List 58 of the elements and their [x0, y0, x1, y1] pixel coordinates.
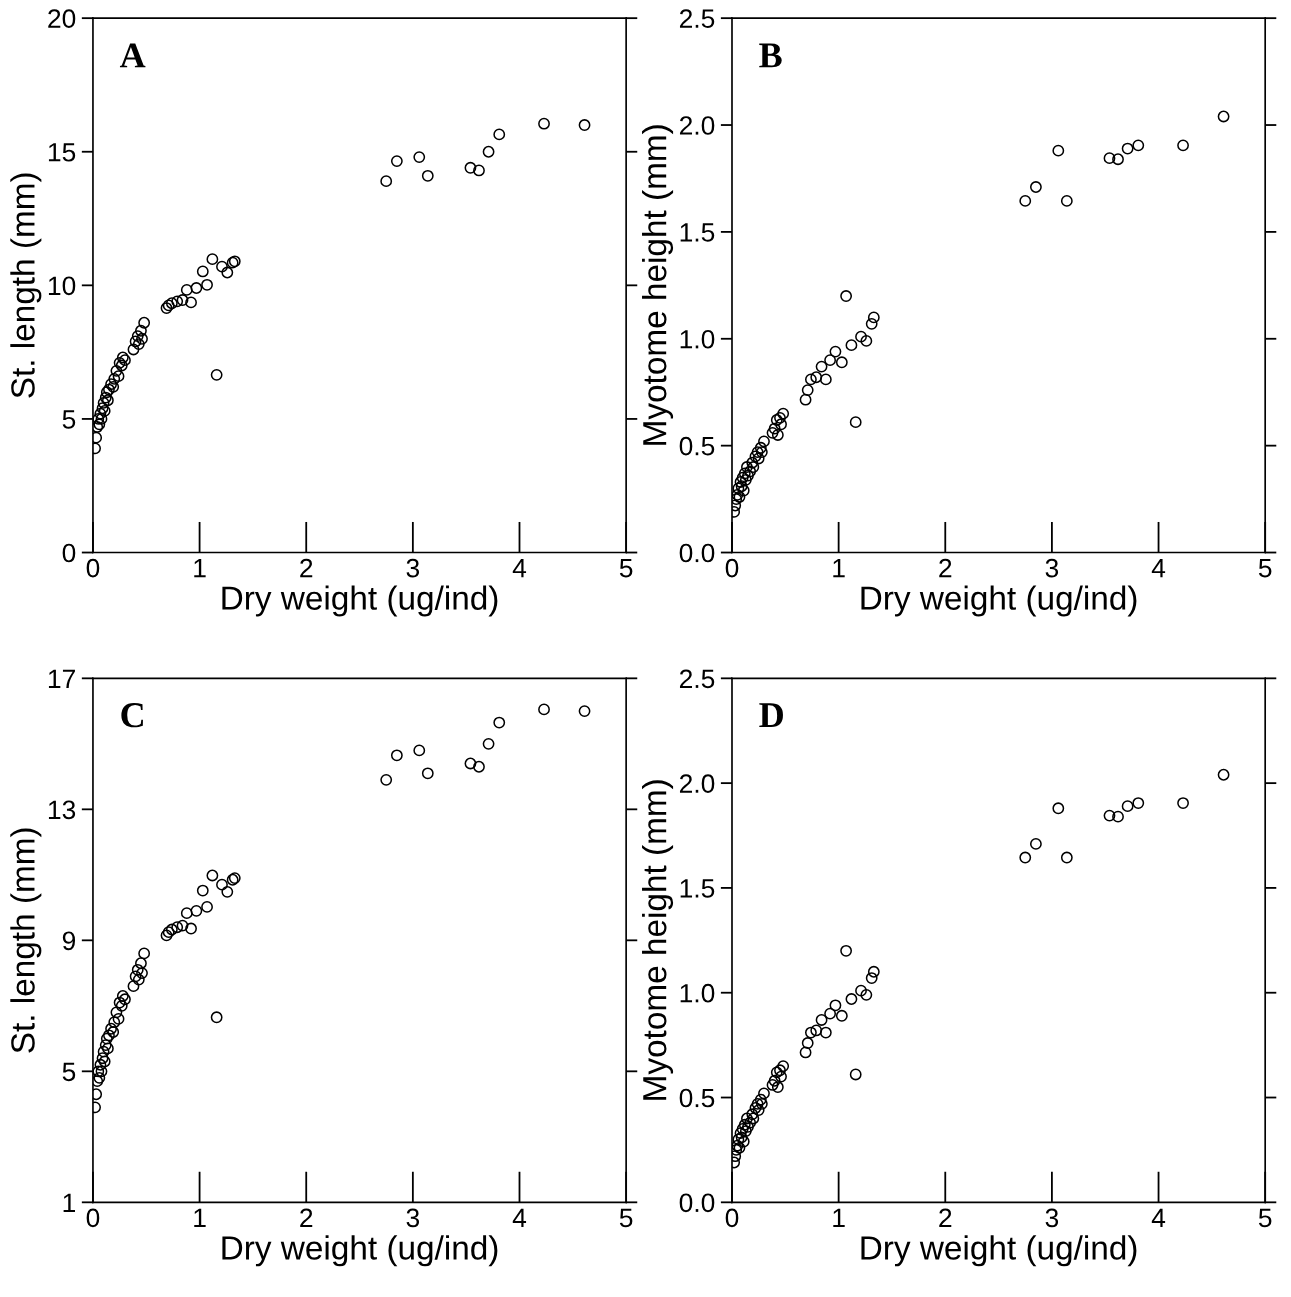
y-tick-label: 17	[48, 669, 75, 688]
y-tick-label: 13	[48, 800, 76, 820]
x-axis-title: Dry weight (ug/ind)	[861, 585, 1137, 617]
x-tick-label: 2	[939, 1208, 952, 1227]
y-tick-label: 1.0	[680, 329, 715, 349]
x-tick-label: 5	[1258, 559, 1272, 578]
y-axis-title: St. length (mm)	[10, 173, 42, 398]
x-tick-label: 4	[1151, 559, 1166, 578]
y-tick-label: 0	[62, 543, 76, 563]
x-tick-label: 3	[1045, 1208, 1059, 1228]
x-tick-label: 3	[1045, 558, 1059, 578]
y-tick-label: 15	[48, 143, 76, 162]
y-tick-label: 2.5	[679, 9, 715, 28]
y-tick-label: 1	[63, 1193, 75, 1212]
y-tick-label: 0.0	[679, 543, 715, 563]
x-tick-label: 4	[1151, 1208, 1166, 1227]
x-tick-label: 0	[86, 558, 100, 578]
y-axis-title: Myotome height (mm)	[642, 125, 674, 445]
x-tick-label: 0	[725, 1208, 739, 1228]
x-tick-label: 5	[619, 1208, 633, 1228]
y-tick-label: 1.5	[680, 223, 715, 242]
x-tick-label: 1	[194, 559, 206, 578]
x-tick-label: 2	[300, 558, 313, 578]
y-axis-title: St. length (mm)	[10, 828, 42, 1053]
x-tick-label: 1	[833, 1208, 845, 1227]
y-tick-label: 20	[48, 9, 76, 28]
x-tick-label: 2	[939, 558, 952, 578]
y-axis-title: Myotome height (mm)	[642, 780, 674, 1100]
x-tick-label: 5	[1258, 1208, 1272, 1228]
y-tick-label: 1.0	[680, 983, 715, 1003]
x-axis-title: Dry weight (ug/ind)	[861, 1235, 1137, 1267]
y-tick-label: 0.5	[679, 436, 715, 456]
y-tick-label: 2.5	[679, 669, 715, 689]
x-tick-label: 4	[512, 559, 527, 578]
y-tick-label: 0.0	[679, 1193, 715, 1213]
y-tick-label: 1.5	[680, 879, 715, 898]
x-tick-label: 0	[86, 1208, 100, 1228]
x-tick-label: 5	[619, 559, 633, 578]
x-tick-label: 3	[406, 558, 420, 578]
x-axis-title: Dry weight (ug/ind)	[222, 1235, 498, 1267]
y-tick-label: 5	[62, 410, 76, 429]
y-tick-label: 2.0	[679, 116, 715, 135]
y-tick-label: 5	[62, 1062, 76, 1082]
annotation: B	[759, 43, 782, 68]
x-axis-title: Dry weight (ug/ind)	[222, 585, 498, 617]
y-tick-label: 10	[48, 276, 76, 296]
y-tick-label: 0.5	[679, 1088, 715, 1108]
x-tick-label: 3	[406, 1208, 420, 1228]
y-tick-label: 2.0	[679, 774, 715, 793]
y-tick-label: 9	[62, 931, 76, 951]
annotation: A	[119, 43, 146, 68]
x-tick-label: 1	[194, 1208, 206, 1227]
x-tick-label: 4	[512, 1208, 527, 1227]
x-tick-label: 0	[725, 558, 739, 578]
annotation: C	[121, 703, 143, 728]
annotation: D	[759, 703, 783, 728]
x-tick-label: 1	[833, 559, 845, 578]
x-tick-label: 2	[300, 1208, 313, 1227]
